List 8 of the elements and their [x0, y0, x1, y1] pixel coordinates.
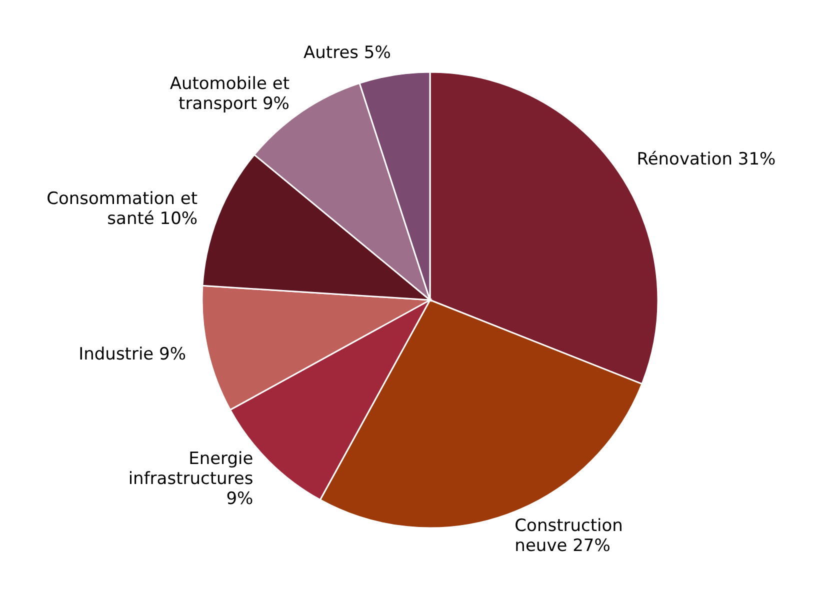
data-label: 9%	[226, 488, 254, 509]
slice-label: Energie infrastructures	[128, 448, 254, 489]
slice-label: Industrie 9%	[78, 344, 186, 365]
slice-label: Rénovation 31%	[636, 149, 776, 170]
slice-label: Consommation et santé 10%	[46, 188, 198, 229]
slice-label: Automobile et transport 9%	[170, 74, 290, 114]
slice-label: Autres 5%	[304, 43, 391, 64]
slice-label: Construction neuve 27%	[514, 516, 623, 556]
